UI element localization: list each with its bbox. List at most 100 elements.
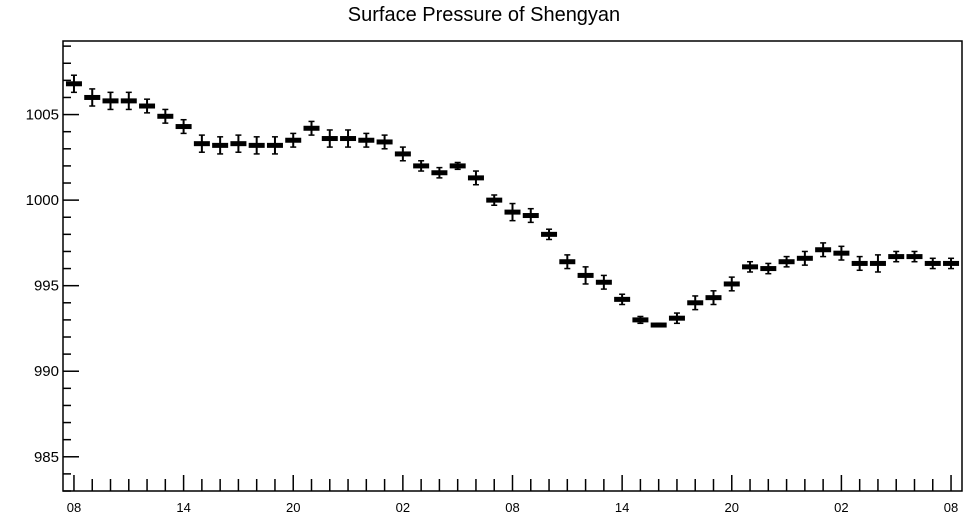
value-box: [193, 141, 210, 147]
value-box: [413, 163, 430, 169]
data-point: [650, 322, 667, 328]
value-box: [943, 260, 960, 266]
x-tick-label: 02: [396, 500, 410, 515]
data-point: [796, 250, 813, 266]
data-point: [193, 134, 210, 153]
data-point: [924, 257, 941, 270]
data-point: [742, 260, 759, 273]
data-point: [541, 228, 558, 241]
y-tick-label: 995: [34, 278, 59, 295]
y-tick-label: 1000: [26, 192, 59, 209]
data-marks: [65, 74, 960, 328]
value-box: [65, 81, 82, 87]
value-box: [504, 209, 521, 215]
value-box: [760, 266, 777, 272]
value-box: [120, 98, 137, 104]
value-box: [815, 247, 832, 253]
chart-title: Surface Pressure of Shengyan: [347, 4, 621, 26]
value-box: [248, 142, 265, 148]
data-point: [687, 295, 704, 311]
value-box: [303, 125, 320, 131]
value-box: [650, 322, 667, 328]
value-box: [157, 113, 174, 119]
data-point: [723, 276, 740, 292]
value-box: [559, 259, 576, 265]
data-point: [285, 132, 302, 148]
value-box: [266, 142, 283, 148]
value-box: [431, 170, 448, 176]
y-tick-label: 990: [34, 363, 59, 380]
data-point: [413, 160, 430, 172]
data-point: [559, 254, 576, 270]
data-point: [705, 290, 722, 306]
data-point: [467, 170, 484, 186]
data-point: [303, 120, 320, 136]
value-box: [394, 151, 411, 157]
data-point: [266, 136, 283, 155]
value-box: [869, 260, 886, 266]
data-point: [139, 98, 156, 114]
value-box: [486, 197, 503, 203]
data-point: [321, 129, 338, 148]
data-point: [614, 293, 631, 306]
y-axis: 985 990 995 1000 1005: [26, 45, 79, 492]
data-point: [157, 108, 174, 124]
data-point: [376, 134, 393, 150]
value-box: [102, 98, 119, 104]
value-box: [376, 139, 393, 145]
x-tick-label: 20: [286, 500, 300, 515]
data-point: [212, 136, 229, 155]
value-box: [175, 124, 192, 130]
data-point: [778, 255, 795, 268]
value-box: [212, 142, 229, 148]
x-tick-label: 14: [615, 500, 629, 515]
value-box: [742, 264, 759, 270]
x-tick-label: 02: [834, 500, 848, 515]
value-box: [632, 317, 649, 323]
data-point: [248, 136, 265, 155]
x-axis: 08 14 20 02 08 14 20 02 08: [67, 475, 958, 515]
data-point: [888, 250, 905, 263]
value-box: [778, 259, 795, 265]
value-box: [139, 103, 156, 109]
data-point: [577, 266, 594, 285]
value-box: [595, 279, 612, 285]
value-box: [796, 255, 813, 261]
value-box: [723, 281, 740, 287]
value-box: [84, 94, 101, 100]
data-point: [65, 74, 82, 94]
data-point: [340, 129, 357, 148]
data-point: [102, 91, 119, 111]
y-tick-label: 1005: [26, 107, 59, 124]
data-point: [394, 146, 411, 162]
data-point: [486, 194, 503, 207]
data-point: [449, 161, 466, 171]
value-box: [449, 163, 466, 169]
data-point: [431, 166, 448, 179]
data-point: [522, 207, 539, 224]
data-point: [869, 254, 886, 273]
value-box: [851, 260, 868, 266]
value-box: [906, 254, 923, 260]
data-point: [504, 202, 521, 222]
value-box: [541, 231, 558, 237]
value-box: [614, 296, 631, 302]
x-tick-label: 08: [67, 500, 81, 515]
data-point: [833, 245, 850, 261]
value-box: [888, 254, 905, 260]
data-point: [815, 242, 832, 258]
value-box: [833, 250, 850, 256]
data-point: [120, 91, 137, 111]
data-point: [632, 315, 649, 325]
x-tick-label: 08: [505, 500, 519, 515]
data-point: [668, 312, 685, 325]
value-box: [668, 315, 685, 321]
value-box: [358, 137, 375, 143]
data-point: [84, 88, 101, 107]
data-point: [906, 250, 923, 263]
y-tick-label: 985: [34, 449, 59, 466]
data-point: [175, 118, 192, 135]
data-point: [943, 257, 960, 270]
data-point: [851, 255, 868, 272]
